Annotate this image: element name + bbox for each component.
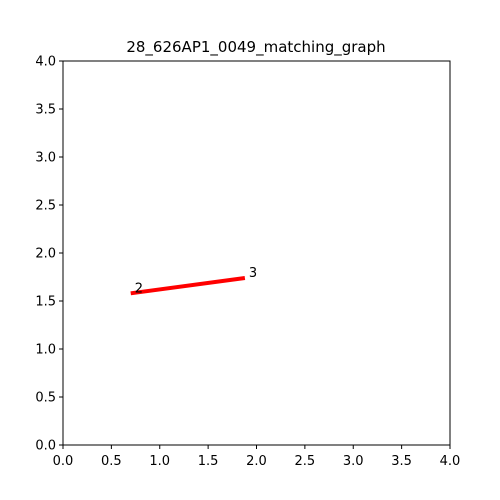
y-tick-label: 0.0 <box>35 439 56 454</box>
node-label: 2 <box>135 281 143 296</box>
x-tick-label: 4.0 <box>440 454 461 469</box>
chart-title: 28_626AP1_0049_matching_graph <box>126 38 385 57</box>
y-tick-label: 3.5 <box>35 103 56 118</box>
x-tick-label: 1.0 <box>149 454 170 469</box>
y-axis: 0.0 0.5 1.0 1.5 2.0 2.5 3.0 3.5 4.0 <box>35 55 63 454</box>
y-tick-label: 1.5 <box>35 295 56 310</box>
y-tick-label: 1.0 <box>35 343 56 358</box>
y-tick-label: 4.0 <box>35 55 56 70</box>
x-tick-label: 0.0 <box>53 454 74 469</box>
axes-frame <box>62 60 451 446</box>
x-tick-label: 2.0 <box>246 454 267 469</box>
matching-edge <box>130 275 246 296</box>
plot-area: 23 <box>130 266 257 296</box>
x-tick-label: 3.5 <box>391 454 412 469</box>
x-tick-label: 3.0 <box>343 454 364 469</box>
y-tick-label: 2.5 <box>35 199 56 214</box>
x-tick-label: 1.5 <box>198 454 219 469</box>
x-tick-label: 0.5 <box>101 454 122 469</box>
y-tick-label: 2.0 <box>35 247 56 262</box>
node-label: 3 <box>249 266 257 281</box>
x-tick-label: 2.5 <box>295 454 316 469</box>
y-tick-label: 3.0 <box>35 151 56 166</box>
x-axis: 0.0 0.5 1.0 1.5 2.0 2.5 3.0 3.5 4.0 <box>53 445 461 469</box>
y-tick-label: 0.5 <box>35 391 56 406</box>
